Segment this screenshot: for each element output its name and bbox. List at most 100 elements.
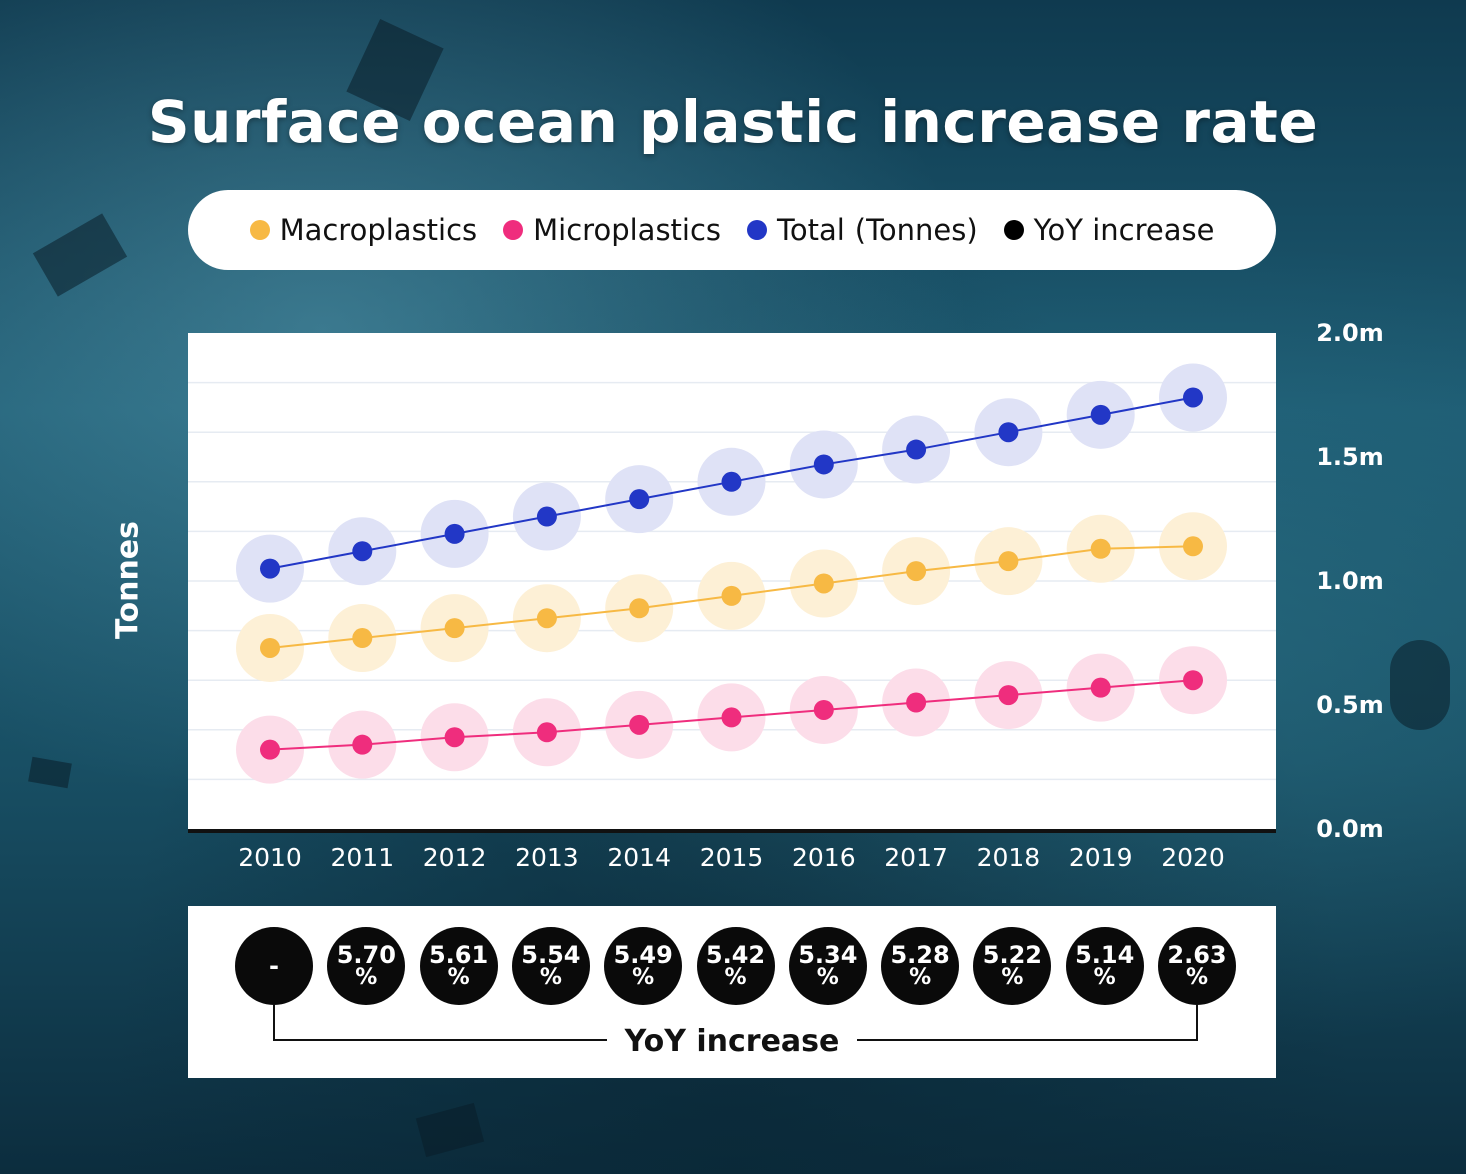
yoy-label: YoY increase <box>188 1024 1276 1059</box>
legend-label: YoY increase <box>1033 213 1215 247</box>
data-point-microplastics <box>352 734 373 755</box>
yoy-unit: % <box>1093 965 1116 990</box>
x-tick-label: 2019 <box>1068 843 1133 872</box>
legend-label: Microplastics <box>533 213 722 247</box>
legend-dot-microplastics <box>503 220 524 240</box>
yoy-value: 5.14 <box>1075 941 1135 969</box>
legend-dot-macroplastics <box>249 220 270 240</box>
yoy-value: 5.42 <box>705 941 766 969</box>
y-axis-label: Tonnes <box>110 520 146 640</box>
data-point-macroplastics <box>906 561 927 582</box>
yoy-value-badge: 5.22% <box>973 927 1052 1005</box>
x-tick-label: 2020 <box>1161 843 1225 872</box>
legend-dot-total <box>747 220 768 240</box>
data-point-microplastics <box>998 685 1019 706</box>
yoy-value: 5.22 <box>982 941 1042 969</box>
yoy-value-badge: 5.42% <box>696 927 775 1005</box>
yoy-unit: % <box>909 965 932 990</box>
data-point-microplastics <box>444 727 465 748</box>
legend-label: Macroplastics <box>279 213 478 247</box>
data-point-total <box>998 422 1019 443</box>
data-point-microplastics <box>536 722 557 743</box>
yoy-unit: % <box>539 965 562 990</box>
chart-title: Surface ocean plastic increase rate <box>147 88 1319 156</box>
y-tick-label: 0.5m <box>1316 691 1384 719</box>
x-tick-label: 2018 <box>976 843 1041 872</box>
legend-item-total: Total (Tonnes) <box>747 213 978 247</box>
chart-svg <box>188 363 1276 784</box>
x-tick-label: 2017 <box>884 843 948 872</box>
data-point-microplastics <box>629 714 650 735</box>
yoy-value-badge: 5.34% <box>788 927 867 1005</box>
legend-item-macroplastics: Macroplastics <box>249 213 478 247</box>
y-tick-label: 1.0m <box>1316 567 1384 595</box>
data-point-macroplastics <box>721 585 742 606</box>
yoy-unit: % <box>724 965 747 990</box>
yoy-unit: % <box>447 965 470 990</box>
data-point-microplastics <box>721 707 742 728</box>
legend-dot-yoy <box>1003 220 1024 240</box>
yoy-value: 5.54 <box>521 941 581 969</box>
data-point-total <box>813 454 834 475</box>
data-point-total <box>721 471 742 492</box>
yoy-value-badge: 5.28% <box>881 927 960 1005</box>
yoy-value-badge: 5.61% <box>419 927 498 1005</box>
yoy-unit: % <box>816 965 839 990</box>
data-point-macroplastics <box>352 628 373 649</box>
yoy-unit: % <box>355 965 378 990</box>
yoy-value: 5.34 <box>798 941 858 969</box>
data-point-microplastics <box>260 739 280 760</box>
data-point-macroplastics <box>1183 536 1203 557</box>
data-point-macroplastics <box>260 637 280 658</box>
yoy-unit: % <box>1001 965 1024 990</box>
yoy-value: 2.63 <box>1167 941 1227 969</box>
data-point-macroplastics <box>536 608 557 629</box>
yoy-value-badge: 2.63% <box>1158 927 1236 1005</box>
yoy-unit: % <box>632 965 655 990</box>
background-debris <box>28 756 72 789</box>
y-tick-label: 1.5m <box>1316 443 1384 471</box>
data-point-total <box>536 506 557 527</box>
data-point-total <box>629 489 650 510</box>
x-tick-label: 2011 <box>330 843 395 872</box>
yoy-value-badge: 5.70% <box>327 927 406 1005</box>
yoy-panel: -5.70% 5.61% 5.54% 5.49% 5.42% 5.34% 5.28% 5.22… <box>188 906 1276 1078</box>
data-point-macroplastics <box>444 618 465 639</box>
data-point-microplastics <box>813 699 834 720</box>
background-debris <box>32 213 128 297</box>
x-tick-label: 2014 <box>607 843 671 872</box>
legend-label: Total <box>777 213 845 247</box>
y-tick-label: 0.0m <box>1316 815 1384 843</box>
x-tick-label: 2010 <box>238 843 302 872</box>
x-tick-label: 2015 <box>699 843 764 872</box>
yoy-value-badge: - <box>235 927 313 1005</box>
x-tick-label: 2016 <box>791 843 856 872</box>
yoy-value-badge: 5.49% <box>604 927 683 1005</box>
legend-unit: (Tonnes) <box>854 213 978 247</box>
x-tick-label: 2013 <box>515 843 579 872</box>
y-tick-label: 2.0m <box>1316 319 1384 347</box>
background-debris <box>415 1102 485 1158</box>
data-point-macroplastics <box>1090 538 1111 559</box>
legend: Macroplastics Microplastics Total (Tonne… <box>188 190 1276 270</box>
yoy-unit: % <box>1185 965 1209 990</box>
data-point-microplastics <box>906 692 927 713</box>
data-point-total <box>1090 404 1111 425</box>
yoy-value: 5.61 <box>428 941 489 969</box>
data-point-microplastics <box>1183 670 1203 691</box>
background-debris <box>1390 640 1450 730</box>
yoy-value-badge: 5.14% <box>1065 927 1144 1005</box>
legend-item-yoy: YoY increase <box>1003 213 1215 247</box>
data-point-total <box>352 541 373 562</box>
yoy-value: - <box>269 952 279 980</box>
data-point-microplastics <box>1090 677 1111 698</box>
data-point-total <box>444 523 465 544</box>
yoy-value: 5.28 <box>890 941 950 969</box>
data-point-total <box>1183 387 1203 408</box>
yoy-value: 5.49 <box>613 941 673 969</box>
data-point-total <box>906 439 927 460</box>
yoy-label-text: YoY increase <box>606 1024 858 1059</box>
yoy-value-badge: 5.54% <box>511 927 590 1005</box>
data-point-macroplastics <box>813 573 834 594</box>
legend-item-microplastics: Microplastics <box>503 213 721 247</box>
